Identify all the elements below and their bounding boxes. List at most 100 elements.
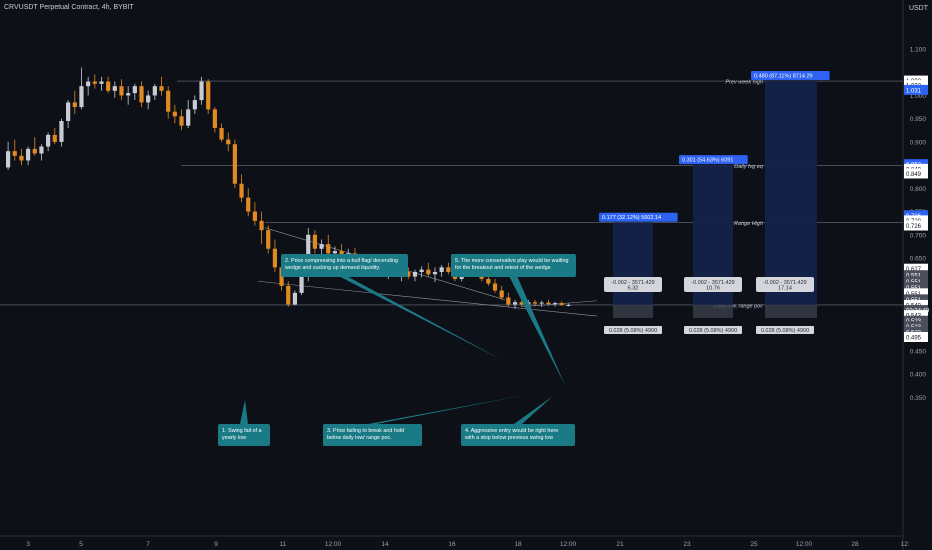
- candle-body: [226, 139, 231, 145]
- candle-body: [412, 271, 418, 277]
- price-tag-box: [904, 168, 928, 179]
- stop-label-box: [604, 325, 662, 334]
- chart-title: CRVUSDT Perpetual Contract, 4h, BYBIT: [4, 4, 134, 11]
- wedge-lower-line: [257, 280, 598, 317]
- price-tag-box: [904, 263, 928, 274]
- target-label-box: [679, 155, 748, 165]
- target-zone: [613, 222, 653, 305]
- annotation-text: 4. Aggressive entry would be right here: [465, 428, 558, 434]
- candle-body: [6, 151, 11, 168]
- candle-body: [419, 269, 424, 272]
- candle-body: [132, 86, 137, 94]
- candle-body: [259, 220, 264, 231]
- candle-body: [86, 81, 91, 87]
- position-info-box: [684, 276, 742, 292]
- position-info-sub: 10.76: [706, 285, 720, 291]
- target-label: 0.177 (32.12%) 5602.14: [602, 215, 661, 221]
- position-info: -0.002 - 3571.429: [611, 280, 654, 286]
- y-tick-label: 0.950: [910, 116, 927, 123]
- candle-body: [206, 81, 211, 110]
- y-tick-label: 0.700: [910, 232, 927, 239]
- annotation-text: with a stop below previous swing low: [464, 435, 553, 441]
- candle-body: [559, 303, 564, 305]
- stop-zone: [693, 304, 733, 318]
- candle-body: [312, 234, 318, 249]
- price-tag-box: [904, 299, 928, 310]
- annotation-pointer: [240, 400, 248, 424]
- price-tag-box: [904, 276, 928, 287]
- price-tag-box: [904, 315, 928, 326]
- candle-body: [239, 183, 244, 198]
- candle-body: [52, 134, 57, 142]
- position-info-sub: 17.14: [778, 285, 792, 291]
- candle-body: [59, 120, 64, 142]
- candle-body: [546, 302, 551, 305]
- annotation-text: for the breakout and retest of the wedge: [455, 265, 551, 271]
- candle-body: [32, 148, 37, 154]
- candle-body: [99, 81, 104, 84]
- y-tick-label: 0.450: [910, 348, 927, 355]
- candle-body: [119, 86, 124, 96]
- candle-body: [426, 269, 431, 275]
- price-tag-box: [904, 310, 928, 321]
- candle-body: [192, 100, 197, 110]
- candle-body: [519, 302, 524, 305]
- stop-label: 0.028 (5.08%) 4900: [609, 328, 657, 334]
- price-tag: 0.849: [906, 172, 922, 178]
- candle-body: [446, 267, 451, 272]
- candle-body: [186, 109, 191, 126]
- y-tick-label: 0.400: [910, 372, 927, 379]
- candle-body: [506, 297, 511, 305]
- candle-body: [492, 283, 498, 291]
- candle-body: [252, 211, 257, 221]
- candle-body: [552, 303, 558, 305]
- y-tick-label: 0.350: [910, 395, 927, 402]
- stop-label: 0.028 (5.08%) 4900: [761, 328, 809, 334]
- annotation-box: [323, 424, 422, 446]
- annotation-text: 3. Price failing to break and hold: [327, 428, 404, 434]
- y-tick-label: 1.000: [910, 93, 927, 100]
- price-tag-box: [904, 210, 928, 221]
- candle-body: [79, 86, 84, 108]
- price-tag-box: [904, 270, 928, 281]
- price-tag-box: [904, 294, 928, 305]
- candle-body: [12, 151, 17, 156]
- stop-zone: [613, 304, 653, 318]
- x-tick-label: 18: [514, 541, 522, 548]
- annotation-box: [451, 254, 576, 277]
- price-tag-box: [904, 321, 928, 332]
- annotation-text: 2. Price compressing into a bull flag/ d…: [285, 258, 398, 264]
- x-tick-label: 12:00: [560, 541, 577, 548]
- annotation-text: wedge and sucking up demand liquidity.: [284, 265, 380, 271]
- y-tick-label: 0.800: [910, 186, 927, 193]
- price-tag: 1.031: [906, 88, 922, 94]
- candle-body: [439, 267, 444, 272]
- x-tick-label: 12:00: [325, 541, 342, 548]
- candle-body: [19, 155, 24, 161]
- candle-body: [319, 244, 324, 249]
- x-tick-label: 14: [381, 541, 389, 548]
- candle-body: [232, 144, 237, 184]
- x-tick-label: 23: [683, 541, 691, 548]
- candle-body: [112, 86, 117, 91]
- candle-body: [172, 111, 177, 117]
- candle-body: [159, 86, 164, 91]
- candle-body: [292, 292, 298, 305]
- candle-body: [179, 116, 184, 126]
- candle-body: [166, 90, 171, 112]
- candle-body: [332, 251, 338, 254]
- x-tick-label: 25: [750, 541, 758, 548]
- candle-body: [286, 285, 291, 305]
- candle-body: [146, 95, 151, 103]
- x-tick-label: 21: [616, 541, 624, 548]
- target-label-box: [599, 212, 678, 222]
- price-tag-box: [904, 305, 928, 316]
- target-label: 0.301 (54.63%) 6091: [682, 158, 733, 164]
- candle-body: [566, 304, 571, 306]
- candle-body: [39, 146, 44, 154]
- price-tag-box: [904, 326, 928, 337]
- candle-body: [152, 86, 157, 96]
- wedge-retest-line: [520, 300, 598, 308]
- candle-body: [406, 271, 411, 277]
